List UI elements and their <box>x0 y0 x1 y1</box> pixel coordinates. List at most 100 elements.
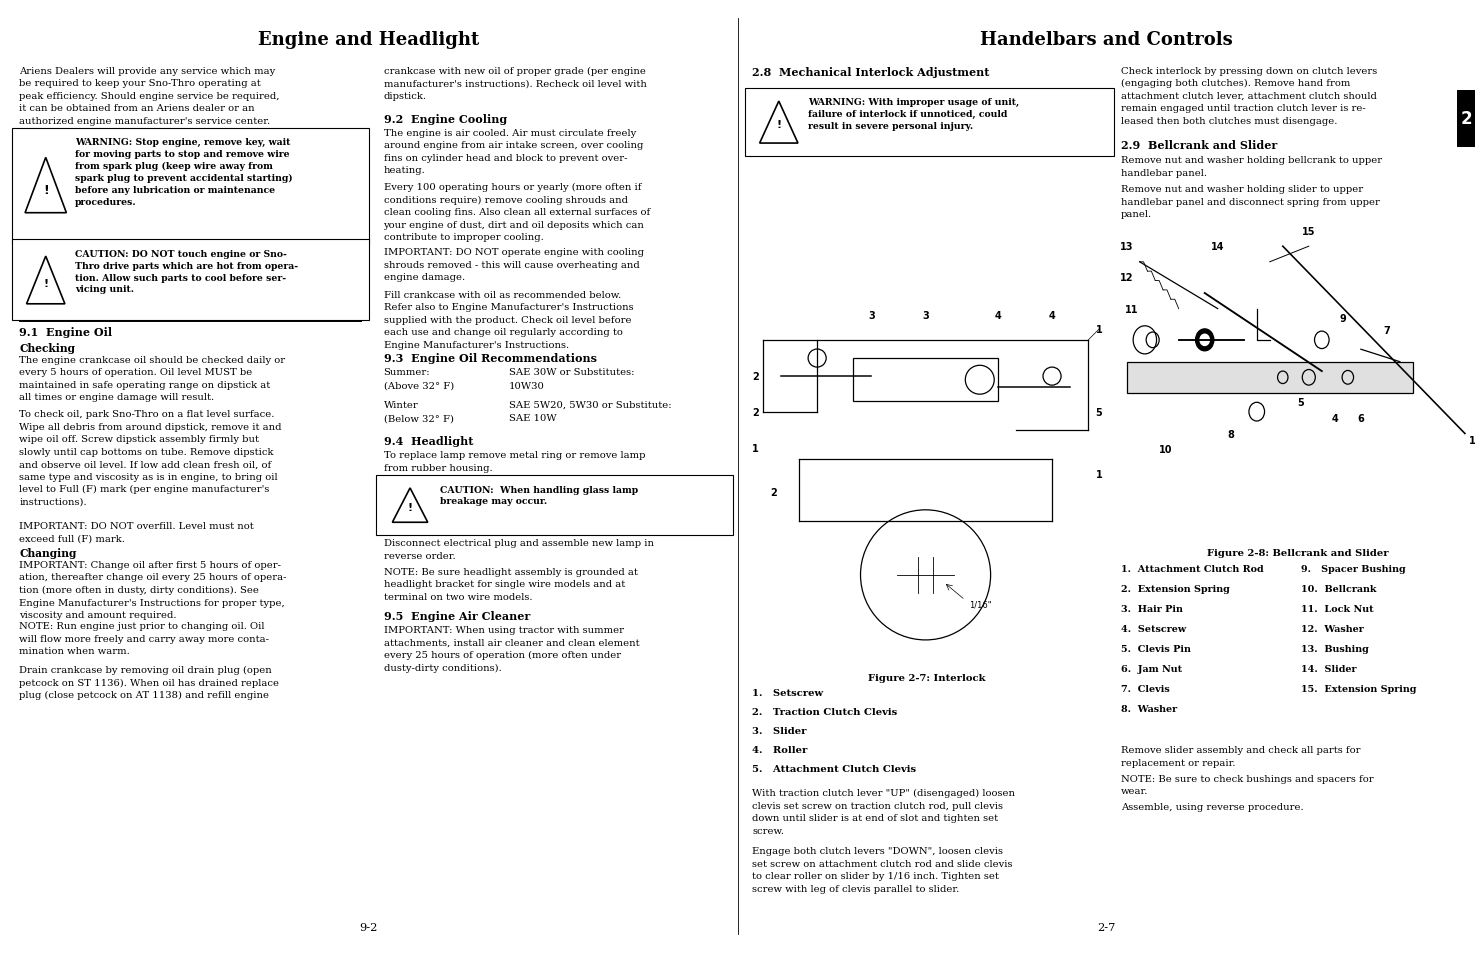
Text: Summer:: Summer: <box>384 368 431 376</box>
Text: Ariens Dealers will provide any service which may
be required to keep your Sno-T: Ariens Dealers will provide any service … <box>19 67 280 126</box>
Text: 1: 1 <box>1469 436 1475 445</box>
Text: With traction clutch lever "UP" (disengaged) loosen
clevis set screw on traction: With traction clutch lever "UP" (disenga… <box>752 788 1015 835</box>
Text: 5: 5 <box>1096 408 1102 417</box>
Text: IMPORTANT: DO NOT operate engine with cooling
shrouds removed - this will cause : IMPORTANT: DO NOT operate engine with co… <box>384 248 643 282</box>
Text: 3.  Hair Pin: 3. Hair Pin <box>1121 604 1183 613</box>
Text: 2: 2 <box>752 372 760 382</box>
Text: SAE 30W or Substitutes:: SAE 30W or Substitutes: <box>509 368 634 376</box>
FancyBboxPatch shape <box>1457 91 1475 148</box>
Polygon shape <box>392 489 428 523</box>
Text: 9.2  Engine Cooling: 9.2 Engine Cooling <box>384 114 507 126</box>
Text: 10.  Bellcrank: 10. Bellcrank <box>1301 584 1376 593</box>
Text: 1.   Setscrew: 1. Setscrew <box>752 688 823 697</box>
Text: 9.5  Engine Air Cleaner: 9.5 Engine Air Cleaner <box>384 610 530 621</box>
Text: 14.  Slider: 14. Slider <box>1301 664 1357 673</box>
Text: 13: 13 <box>1120 242 1133 252</box>
Text: 9.   Spacer Bushing: 9. Spacer Bushing <box>1301 564 1406 573</box>
Text: Figure 2-7: Interlock: Figure 2-7: Interlock <box>867 674 985 682</box>
Text: 10W30: 10W30 <box>509 381 544 390</box>
Polygon shape <box>760 102 798 144</box>
Text: IMPORTANT: Change oil after first 5 hours of oper-
ation, thereafter change oil : IMPORTANT: Change oil after first 5 hour… <box>19 560 286 619</box>
Text: (Above 32° F): (Above 32° F) <box>384 381 454 390</box>
Polygon shape <box>27 257 65 305</box>
Text: Winter: Winter <box>384 400 419 409</box>
Text: (Below 32° F): (Below 32° F) <box>384 414 453 422</box>
Text: Remove slider assembly and check all parts for
replacement or repair.: Remove slider assembly and check all par… <box>1121 745 1360 767</box>
Text: 15.  Extension Spring: 15. Extension Spring <box>1301 684 1416 693</box>
Text: Remove nut and washer holding slider to upper
handlebar panel and disconnect spr: Remove nut and washer holding slider to … <box>1121 185 1381 219</box>
Circle shape <box>1201 335 1209 346</box>
Text: 12.  Washer: 12. Washer <box>1301 624 1364 633</box>
Polygon shape <box>25 158 66 213</box>
Text: 2.9  Bellcrank and Slider: 2.9 Bellcrank and Slider <box>1121 140 1277 152</box>
Text: To check oil, park Sno-Thro on a flat level surface.
Wipe all debris from around: To check oil, park Sno-Thro on a flat le… <box>19 410 282 506</box>
Text: Changing: Changing <box>19 547 77 558</box>
Text: 2: 2 <box>752 408 760 417</box>
Text: Remove nut and washer holding bellcrank to upper
handlebar panel.: Remove nut and washer holding bellcrank … <box>1121 156 1382 178</box>
Text: 9.1  Engine Oil: 9.1 Engine Oil <box>19 327 112 338</box>
Text: 1: 1 <box>1096 469 1102 479</box>
Text: 8: 8 <box>1227 429 1235 439</box>
Text: !: ! <box>407 502 413 513</box>
Circle shape <box>1196 330 1214 352</box>
Text: 7: 7 <box>1384 326 1391 336</box>
Text: 2.8  Mechanical Interlock Adjustment: 2.8 Mechanical Interlock Adjustment <box>752 67 990 78</box>
Text: Drain crankcase by removing oil drain plug (open
petcock on ST 1136). When oil h: Drain crankcase by removing oil drain pl… <box>19 665 279 700</box>
Text: 2-7: 2-7 <box>1097 923 1115 932</box>
Text: 3.   Slider: 3. Slider <box>752 726 807 735</box>
Text: CAUTION: DO NOT touch engine or Sno-
Thro drive parts which are hot from opera-
: CAUTION: DO NOT touch engine or Sno- Thr… <box>75 250 298 294</box>
Text: The engine is air cooled. Air must circulate freely
around engine from air intak: The engine is air cooled. Air must circu… <box>384 129 643 175</box>
Text: 2: 2 <box>1460 111 1472 128</box>
Text: 9: 9 <box>1339 314 1347 324</box>
Text: 4.   Roller: 4. Roller <box>752 745 808 754</box>
Text: !: ! <box>43 278 49 289</box>
Text: 1: 1 <box>1096 325 1102 335</box>
Text: 4: 4 <box>1049 311 1056 320</box>
Text: crankcase with new oil of proper grade (per engine
manufacturer's instructions).: crankcase with new oil of proper grade (… <box>384 67 646 101</box>
Text: 1.  Attachment Clutch Rod: 1. Attachment Clutch Rod <box>1121 564 1264 573</box>
Text: SAE 5W20, 5W30 or Substitute:: SAE 5W20, 5W30 or Substitute: <box>509 400 671 409</box>
Text: 12: 12 <box>1120 274 1133 283</box>
Text: !: ! <box>776 120 782 130</box>
Text: 4: 4 <box>994 311 1002 320</box>
FancyBboxPatch shape <box>12 240 369 321</box>
Text: Engine and Headlight: Engine and Headlight <box>258 30 479 49</box>
Text: 13.  Bushing: 13. Bushing <box>1301 644 1369 653</box>
Text: 2.  Extension Spring: 2. Extension Spring <box>1121 584 1230 593</box>
Bar <box>1127 362 1413 394</box>
Text: 15: 15 <box>1302 226 1316 236</box>
Text: 8.  Washer: 8. Washer <box>1121 704 1177 713</box>
Text: 14: 14 <box>1211 242 1224 252</box>
Text: 1/16": 1/16" <box>969 599 991 609</box>
Text: The engine crankcase oil should be checked daily or
every 5 hours of operation. : The engine crankcase oil should be check… <box>19 355 285 402</box>
Text: 11: 11 <box>1125 304 1139 314</box>
Text: 5.   Attachment Clutch Clevis: 5. Attachment Clutch Clevis <box>752 764 916 773</box>
Text: NOTE: Run engine just prior to changing oil. Oil
will flow more freely and carry: NOTE: Run engine just prior to changing … <box>19 621 268 656</box>
Text: CAUTION:  When handling glass lamp
breakage may occur.: CAUTION: When handling glass lamp breaka… <box>440 485 637 506</box>
Text: 3: 3 <box>922 311 929 320</box>
Text: 5: 5 <box>1298 397 1304 408</box>
Text: NOTE: Be sure to check bushings and spacers for
wear.: NOTE: Be sure to check bushings and spac… <box>1121 774 1373 796</box>
FancyBboxPatch shape <box>376 476 733 536</box>
Text: 7.  Clevis: 7. Clevis <box>1121 684 1170 693</box>
Text: Check interlock by pressing down on clutch levers
(engaging both clutches). Remo: Check interlock by pressing down on clut… <box>1121 67 1378 126</box>
Text: 2: 2 <box>770 487 777 497</box>
Text: Disconnect electrical plug and assemble new lamp in
reverse order.: Disconnect electrical plug and assemble … <box>384 538 653 560</box>
Bar <box>853 358 999 402</box>
Text: Engage both clutch levers "DOWN", loosen clevis
set screw on attachment clutch r: Engage both clutch levers "DOWN", loosen… <box>752 846 1013 893</box>
Text: To replace lamp remove metal ring or remove lamp
from rubber housing.: To replace lamp remove metal ring or rem… <box>384 451 645 473</box>
Text: Checking: Checking <box>19 343 75 355</box>
Text: SAE 10W: SAE 10W <box>509 414 556 422</box>
Text: 1: 1 <box>752 444 760 454</box>
Text: 9-2: 9-2 <box>360 923 378 932</box>
FancyBboxPatch shape <box>12 129 369 245</box>
Text: !: ! <box>43 184 49 197</box>
Text: WARNING: Stop engine, remove key, wait
for moving parts to stop and remove wire
: WARNING: Stop engine, remove key, wait f… <box>75 138 294 207</box>
FancyBboxPatch shape <box>745 89 1114 157</box>
Text: IMPORTANT: When using tractor with summer
attachments, install air cleaner and c: IMPORTANT: When using tractor with summe… <box>384 625 639 672</box>
Text: 5.  Clevis Pin: 5. Clevis Pin <box>1121 644 1190 653</box>
Text: NOTE: Be sure headlight assembly is grounded at
headlight bracket for single wir: NOTE: Be sure headlight assembly is grou… <box>384 567 637 601</box>
Text: 4: 4 <box>1332 414 1338 423</box>
Text: 9.4  Headlight: 9.4 Headlight <box>384 436 473 447</box>
Text: 6: 6 <box>1357 414 1364 423</box>
